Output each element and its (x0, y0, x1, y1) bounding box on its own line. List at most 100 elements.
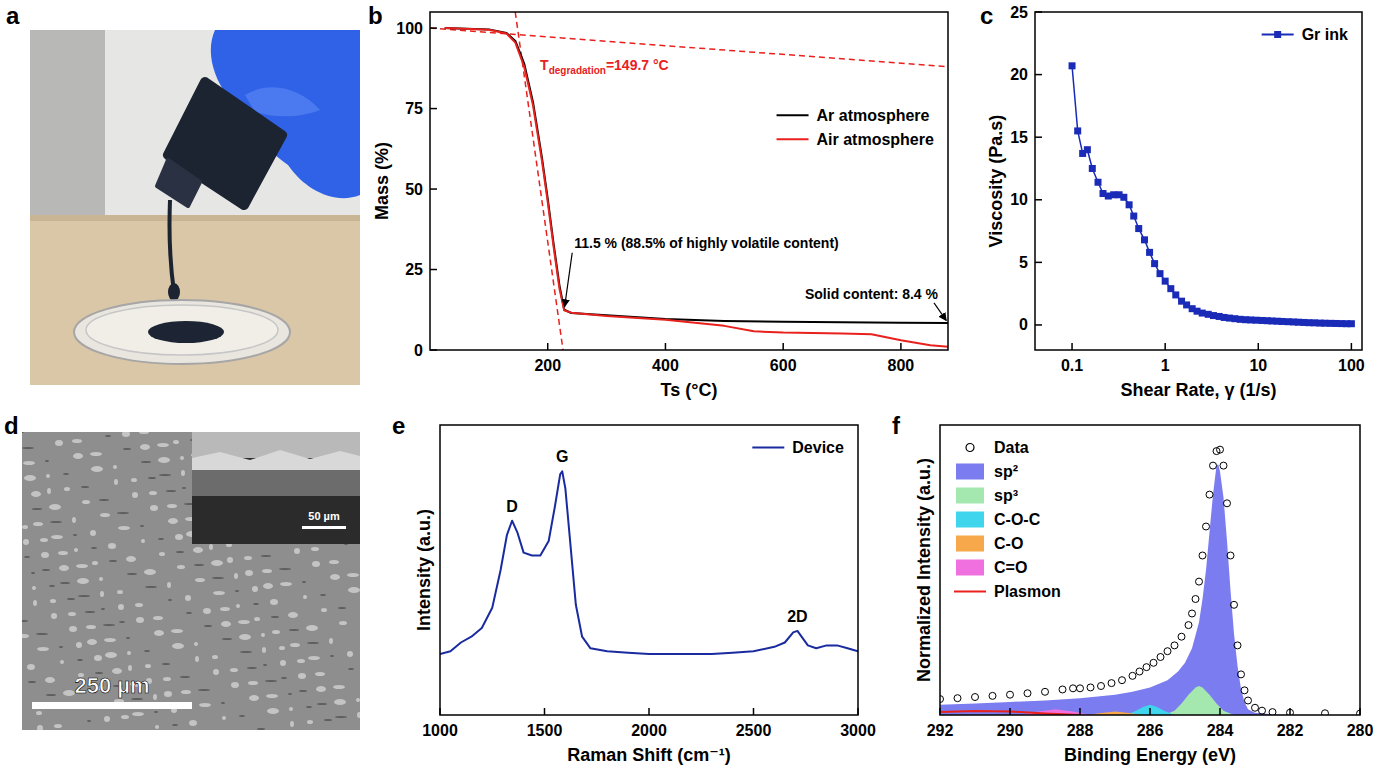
data-point (1024, 690, 1031, 697)
sem-grain (249, 695, 259, 701)
sem-grain (37, 647, 49, 651)
data-point (1150, 659, 1157, 666)
sem-grain (91, 547, 97, 549)
data-point (1238, 671, 1245, 678)
legend-label: Device (792, 439, 844, 456)
data-point (1234, 642, 1241, 649)
y-tick-label: 15 (1010, 129, 1028, 146)
sem-grain (180, 456, 184, 460)
data-point (1136, 668, 1143, 675)
sem-grain (117, 590, 123, 594)
data-point (1259, 707, 1266, 714)
sem-grain (298, 673, 306, 679)
sem-grain (101, 608, 105, 610)
sem-grain (303, 595, 307, 599)
sem-grain (90, 530, 96, 536)
sem-grain (324, 719, 332, 721)
sem-grain (77, 578, 89, 584)
sem-grain (177, 565, 185, 569)
sem-grain (104, 716, 110, 722)
sem-grain (212, 577, 224, 579)
sem-grain (33, 522, 43, 526)
y-axis-title: Viscosity (Pa.s) (986, 115, 1006, 248)
sem-grain (356, 698, 360, 702)
sem-grain (157, 443, 169, 447)
legend-label: Plasmon (994, 583, 1061, 600)
sem-grain (132, 712, 144, 716)
sem-grain (69, 626, 77, 632)
data-point (1203, 523, 1210, 530)
photo-drop (168, 283, 180, 301)
sem-grain (234, 573, 238, 579)
sem-grain (51, 613, 57, 619)
sem-grain (315, 672, 325, 676)
sem-grain (24, 475, 36, 481)
sem-grain (99, 499, 109, 501)
sem-grain (159, 474, 171, 476)
sem-grain (297, 659, 305, 663)
sem-grain (213, 591, 225, 595)
sem-grain (311, 547, 319, 551)
y-tick (430, 188, 437, 190)
sem-grain (306, 625, 318, 631)
y-tick (1035, 74, 1042, 76)
x-tick-label: 400 (652, 357, 679, 374)
sem-grain (90, 452, 102, 456)
data-point (1192, 596, 1199, 603)
y-tick (430, 349, 437, 351)
data-point (1108, 680, 1115, 687)
sem-grain (74, 548, 78, 552)
sem-grain (145, 664, 151, 668)
sem-grain (357, 712, 360, 718)
sem-grain (81, 486, 89, 488)
legend-label: Air atmosphere (817, 131, 934, 148)
sem-grain (168, 518, 178, 524)
sem-grain (58, 551, 68, 555)
sem-grain (24, 556, 30, 558)
area-component (1164, 686, 1234, 715)
sem-grain (261, 633, 265, 637)
sem-grain (46, 694, 56, 696)
sem-grain (227, 557, 233, 563)
sem-grain (195, 656, 199, 662)
plot-frame (440, 425, 858, 715)
x-tick (1164, 343, 1166, 350)
data-point (1042, 688, 1049, 695)
sem-grain (193, 547, 203, 553)
sem-grain (263, 664, 267, 666)
data-point (1135, 225, 1142, 232)
sem-grain (280, 582, 292, 586)
x-tick-label: 280 (1347, 722, 1374, 739)
sem-grain (235, 590, 239, 592)
area-component (940, 464, 1360, 715)
sem-grain (239, 715, 245, 717)
data-point (1119, 677, 1126, 684)
sem-grain (163, 677, 171, 681)
legend-swatch (777, 138, 809, 140)
sem-grain (294, 548, 300, 554)
sem-grain (317, 703, 327, 705)
sem-grain (173, 440, 179, 444)
sem-grain (329, 638, 333, 644)
sem-grain (31, 491, 41, 497)
sem-grain (158, 457, 170, 463)
image-panel-a: a (6, 2, 360, 385)
x-tick (1079, 708, 1081, 715)
sem-grain (290, 643, 300, 647)
sem-grain (238, 620, 250, 624)
data-point (1322, 710, 1329, 715)
data-point (954, 695, 961, 702)
y-axis-title: Mass (%) (372, 142, 392, 220)
photo-wall (30, 30, 360, 385)
sem-grain (37, 725, 43, 730)
x-tick-label: 284 (1207, 722, 1234, 739)
y-tick (430, 27, 437, 29)
sem-grain (299, 690, 307, 692)
sem-grain (59, 646, 63, 648)
onset-suffix: =149.7 °C (606, 57, 669, 73)
sem-grain (222, 638, 232, 640)
data-line (1072, 66, 1351, 324)
sem-grain (162, 663, 170, 665)
sem-grain (46, 474, 50, 478)
sem-grain (109, 560, 117, 562)
